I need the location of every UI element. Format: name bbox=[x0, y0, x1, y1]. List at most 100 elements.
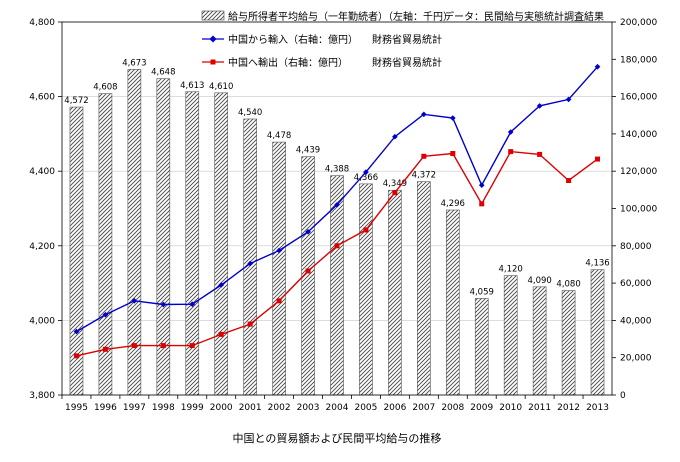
salary-value-label-2000: 4,610 bbox=[209, 82, 233, 92]
salary-value-label-1997: 4,673 bbox=[122, 58, 146, 68]
legend-marker-exports-square bbox=[210, 59, 216, 65]
right-tick-label: 100,000 bbox=[620, 205, 657, 215]
right-axis-ticks: 0 20,000 40,000 60,000 80,000 100,000 120,000 1… bbox=[612, 18, 657, 401]
point-exports-2009 bbox=[479, 201, 485, 207]
x-tick-label-1996: 1996 bbox=[94, 403, 117, 413]
salary-value-label-2001: 4,540 bbox=[238, 108, 262, 118]
legend-label-exports: 中国へ輸出（右軸：億円） bbox=[228, 56, 348, 69]
point-exports-2007 bbox=[421, 153, 427, 159]
salary-value-label-2004: 4,388 bbox=[325, 165, 349, 175]
left-tick-label: 3,800 bbox=[29, 391, 55, 401]
x-tick-label-2008: 2008 bbox=[441, 403, 464, 413]
right-tick-label: 120,000 bbox=[620, 167, 657, 177]
x-tick-label-2012: 2012 bbox=[557, 403, 580, 413]
legend-label-salary: 給与所得者平均給与（一年勤続者）（左軸：千円） bbox=[228, 10, 453, 23]
x-tick-label-1997: 1997 bbox=[123, 403, 146, 413]
salary-bar-2000 bbox=[214, 92, 229, 396]
salary-value-label-2013: 4,136 bbox=[585, 259, 609, 269]
left-tick-label: 4,800 bbox=[29, 18, 55, 28]
x-tick-label-1998: 1998 bbox=[152, 403, 175, 413]
point-exports-2003 bbox=[305, 268, 311, 274]
salary-value-label-1996: 4,608 bbox=[93, 83, 117, 93]
point-exports-2000 bbox=[218, 331, 224, 337]
right-tick-label: 200,000 bbox=[620, 18, 657, 28]
point-exports-2010 bbox=[508, 149, 514, 155]
salary-bar-1999 bbox=[185, 91, 200, 396]
x-tick-label-2013: 2013 bbox=[586, 403, 609, 413]
legend: 給与所得者平均給与（一年勤続者）（左軸：千円） データ：民間給与実態統計調査結果… bbox=[201, 10, 604, 69]
point-exports-2005 bbox=[363, 227, 369, 233]
left-tick-label: 4,200 bbox=[29, 242, 55, 252]
right-tick-label: 20,000 bbox=[620, 354, 652, 364]
x-tick-label-2011: 2011 bbox=[528, 403, 551, 413]
salary-value-label-2003: 4,439 bbox=[296, 146, 320, 156]
x-tick-label-2009: 2009 bbox=[470, 403, 493, 413]
right-tick-label: 80,000 bbox=[620, 242, 652, 252]
point-imports-2003 bbox=[305, 228, 311, 235]
salary-bar-2012 bbox=[561, 290, 576, 396]
point-imports-2011 bbox=[536, 103, 543, 109]
salary-bar-2013 bbox=[590, 269, 605, 396]
x-tick-label-2006: 2006 bbox=[383, 403, 406, 413]
x-tick-label-2010: 2010 bbox=[499, 403, 522, 413]
salary-bar-2009 bbox=[474, 298, 489, 396]
salary-bar-2005 bbox=[359, 183, 373, 396]
point-imports-2009 bbox=[478, 182, 485, 189]
salary-value-label-1995: 4,572 bbox=[64, 96, 88, 106]
salary-value-label-2009: 4,059 bbox=[470, 287, 494, 297]
salary-bar-2008 bbox=[445, 209, 460, 396]
trade-lines bbox=[73, 63, 601, 359]
point-imports-2007 bbox=[421, 111, 427, 118]
legend-swatch-salary-bars bbox=[201, 10, 225, 21]
salary-value-label-2008: 4,296 bbox=[441, 199, 465, 209]
left-axis-ticks: 3,800 4,000 4,200 4,400 4,600 4,800 bbox=[29, 18, 62, 401]
right-tick-label: 160,000 bbox=[620, 93, 657, 103]
point-imports-2004 bbox=[334, 201, 340, 208]
x-axis-ticks: 1995 1996 1997 1998 1999 2000 2001 2002 2003 2004… bbox=[61, 395, 609, 413]
salary-bar-2011 bbox=[532, 286, 547, 396]
point-exports-2012 bbox=[566, 178, 572, 184]
point-exports-2004 bbox=[334, 243, 340, 249]
salary-value-label-1998: 4,648 bbox=[151, 68, 175, 78]
salary-value-label-2002: 4,478 bbox=[267, 131, 291, 141]
point-exports-2011 bbox=[537, 151, 543, 157]
point-imports-2012 bbox=[565, 96, 572, 103]
right-tick-label: 60,000 bbox=[620, 279, 652, 289]
point-imports-2013 bbox=[594, 63, 601, 70]
x-tick-label-2002: 2002 bbox=[268, 403, 291, 413]
x-tick-label-2001: 2001 bbox=[239, 403, 262, 413]
salary-bar-2006 bbox=[388, 189, 402, 396]
legend-source-salary: データ：民間給与実態統計調査結果 bbox=[444, 10, 604, 23]
salary-value-label-2012: 4,080 bbox=[556, 280, 580, 290]
salary-value-label-2010: 4,120 bbox=[499, 265, 523, 275]
salary-bars bbox=[69, 69, 605, 396]
point-imports-2000 bbox=[218, 282, 225, 288]
point-exports-2002 bbox=[276, 298, 282, 304]
point-exports-1999 bbox=[189, 343, 195, 349]
point-imports-2005 bbox=[363, 169, 369, 175]
x-tick-label-2003: 2003 bbox=[297, 403, 320, 413]
salary-value-label-2007: 4,372 bbox=[412, 171, 436, 181]
salary-value-label-2005: 4,366 bbox=[354, 173, 378, 183]
x-tick-label-1995: 1995 bbox=[65, 403, 88, 413]
salary-value-label-2006: 4,349 bbox=[383, 179, 407, 189]
point-exports-2013 bbox=[595, 156, 601, 162]
salary-value-label-2011: 4,090 bbox=[527, 276, 551, 286]
point-imports-2006 bbox=[392, 133, 398, 140]
x-tick-label-2000: 2000 bbox=[210, 403, 233, 413]
left-tick-label: 4,000 bbox=[29, 316, 55, 326]
salary-bar-2002 bbox=[272, 141, 286, 396]
right-tick-label: 40,000 bbox=[620, 316, 652, 326]
point-imports-2010 bbox=[507, 129, 514, 135]
point-imports-1999 bbox=[189, 301, 196, 308]
point-exports-1997 bbox=[131, 343, 137, 349]
legend-label-imports: 中国から輸入（右軸：億円） bbox=[228, 33, 358, 46]
legend-source-imports: 財務省貿易統計 bbox=[372, 33, 442, 46]
point-exports-1996 bbox=[102, 346, 108, 352]
point-imports-1998 bbox=[160, 301, 167, 308]
right-tick-label: 180,000 bbox=[620, 55, 657, 65]
point-exports-2006 bbox=[392, 190, 398, 196]
legend-source-exports: 財務省貿易統計 bbox=[372, 56, 442, 69]
point-exports-1998 bbox=[160, 343, 166, 349]
